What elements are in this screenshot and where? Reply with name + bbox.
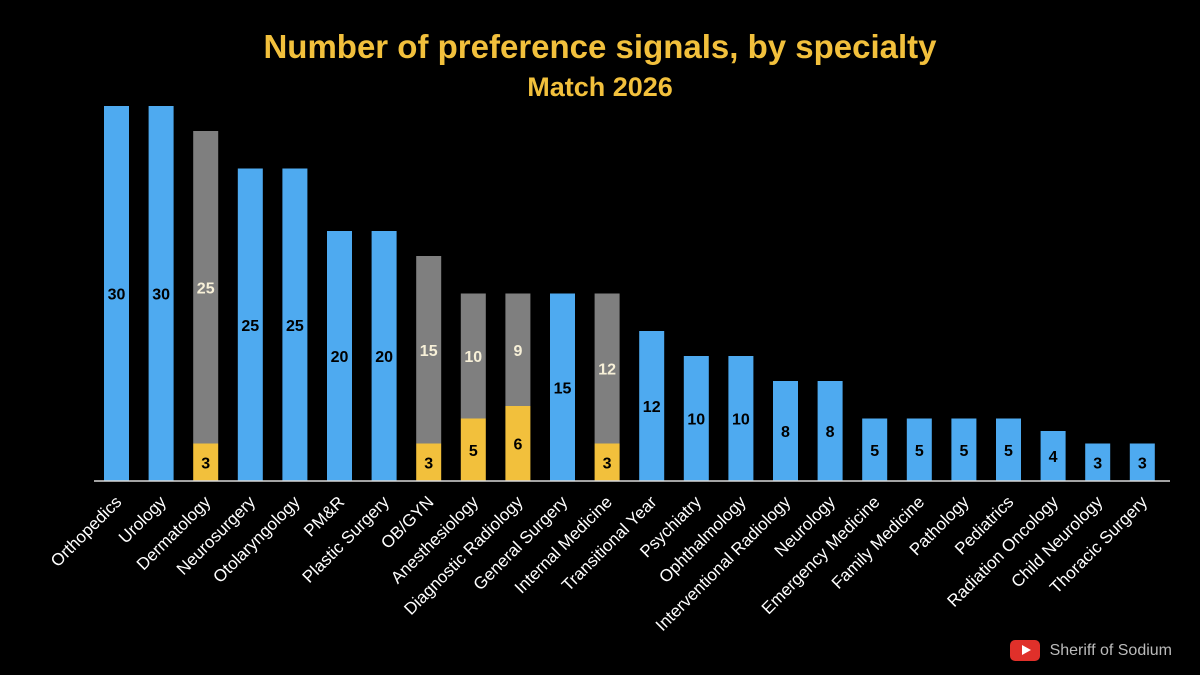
watermark: Sheriff of Sodium (1009, 640, 1172, 661)
bar-segment (416, 256, 442, 444)
bar-segment (416, 443, 442, 481)
bar-segment (505, 293, 531, 406)
bar-segment (282, 168, 308, 481)
bar-value-label: 5 (870, 443, 879, 460)
bar-segment (951, 418, 977, 481)
chart-title: Number of preference signals, by special… (263, 28, 937, 65)
bar-value-label: 25 (241, 318, 259, 335)
bar-value-label: 3 (424, 455, 433, 472)
bar-segment (193, 131, 219, 444)
bar-value-label: 25 (197, 280, 215, 297)
bar-segment (460, 293, 486, 419)
bar-value-label: 12 (643, 399, 661, 416)
bar-segment (1040, 431, 1066, 481)
bar-value-label: 3 (1138, 455, 1147, 472)
bar-segment (148, 106, 174, 481)
bar-value-label: 3 (603, 455, 612, 472)
bar-segment (728, 356, 754, 481)
watermark-text: Sheriff of Sodium (1049, 641, 1172, 659)
bar-value-label: 9 (513, 343, 522, 360)
bar-segment (862, 418, 888, 481)
bar-segment (594, 293, 620, 444)
bar-segment (639, 331, 665, 481)
bar-segment (505, 406, 531, 481)
bar-segment (1129, 443, 1155, 481)
bar-value-label: 25 (286, 318, 304, 335)
bar-value-label: 8 (781, 424, 790, 441)
bar-segment (1085, 443, 1111, 481)
bar-segment (550, 293, 575, 481)
bar-value-label: 8 (826, 424, 835, 441)
chart-subtitle: Match 2026 (527, 72, 673, 102)
bar-segment (327, 231, 352, 481)
value-labels-group: 30 30 3 25 25 25 20 20 3 15 5 10 6 9 15 3 12 12 10 10 8 8 5 5 5 5… (108, 280, 1147, 472)
bar-segment (371, 231, 397, 481)
bar-value-label: 15 (554, 380, 572, 397)
bar-value-label: 5 (469, 443, 478, 460)
bar-segment (683, 356, 709, 481)
bar-value-label: 4 (1049, 449, 1058, 466)
bar-value-label: 12 (598, 362, 616, 379)
bar-segment (237, 168, 263, 481)
bar-value-label: 20 (331, 349, 349, 366)
bar-value-label: 5 (915, 443, 924, 460)
bar-value-label: 10 (464, 349, 482, 366)
bar-value-label: 5 (959, 443, 968, 460)
bar-value-label: 3 (201, 455, 210, 472)
bar-value-label: 20 (375, 349, 393, 366)
bar-segment (817, 381, 843, 481)
bar-segment (193, 443, 219, 481)
bar-value-label: 10 (732, 412, 750, 429)
bar-value-label: 6 (513, 437, 522, 454)
bar-segment (906, 418, 932, 481)
bars-group (104, 106, 1155, 481)
bar-segment (460, 418, 486, 481)
bar-value-label: 15 (420, 343, 438, 360)
bar-segment (996, 418, 1021, 481)
bar-segment (594, 443, 620, 481)
bar-segment (773, 381, 798, 481)
youtube-icon (1009, 640, 1040, 661)
bar-value-label: 10 (687, 412, 705, 429)
bar-value-label: 30 (152, 287, 170, 304)
bar-value-label: 3 (1093, 455, 1102, 472)
x-tick-label: Orthopedics (47, 492, 125, 570)
bar-value-label: 5 (1004, 443, 1013, 460)
x-tick-labels-group: OrthopedicsUrologyDermatologyNeurosurger… (47, 492, 1151, 635)
bar-value-label: 30 (108, 287, 126, 304)
bar-segment (104, 106, 129, 481)
